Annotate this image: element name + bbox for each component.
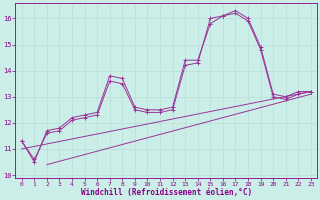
X-axis label: Windchill (Refroidissement éolien,°C): Windchill (Refroidissement éolien,°C) [81, 188, 252, 197]
